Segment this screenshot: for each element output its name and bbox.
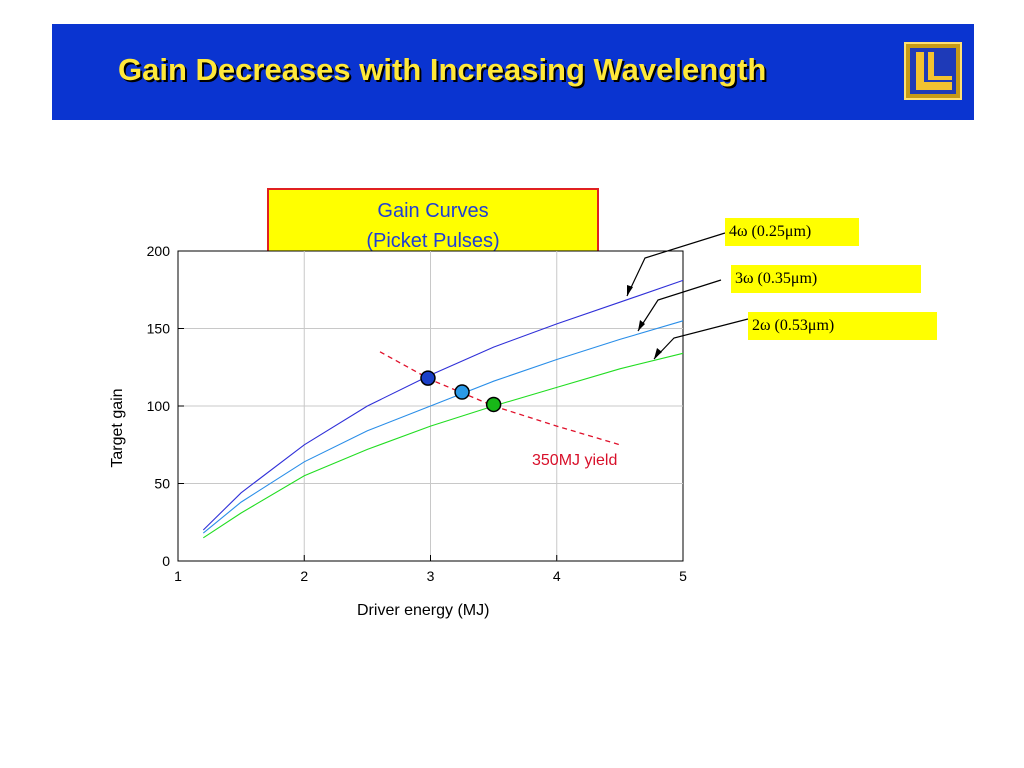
y-axis-title: Target gain xyxy=(109,388,126,468)
intersection-point xyxy=(454,384,470,400)
arrow-4w xyxy=(626,232,726,297)
x-tick-label: 5 xyxy=(679,568,687,584)
y-tick-label: 200 xyxy=(147,243,171,259)
x-tick-label: 1 xyxy=(174,568,182,584)
x-tick-label: 4 xyxy=(553,568,561,584)
intersection-points xyxy=(420,370,502,413)
gain-curves-box: Gain Curves (Picket Pulses) xyxy=(267,188,599,260)
slide-title: Gain Decreases with Increasing Wavelengt… xyxy=(118,52,767,87)
gain-box-line1: Gain Curves xyxy=(377,200,489,222)
label-4w: 4ω (0.25μm) xyxy=(725,218,859,246)
y-tick-label: 0 xyxy=(162,553,170,569)
label-3w: 3ω (0.35μm) xyxy=(731,265,921,293)
arrow-3w xyxy=(637,279,722,332)
yield-label: 350MJ yield xyxy=(532,452,618,469)
intersection-point xyxy=(420,370,436,386)
series-line-2 xyxy=(202,352,684,539)
x-tick-label: 2 xyxy=(300,568,308,584)
series-line-1 xyxy=(202,320,684,534)
x-tick-label: 3 xyxy=(427,568,435,584)
y-tick-label: 100 xyxy=(147,398,171,414)
gain-box-line2: (Picket Pulses) xyxy=(366,230,500,252)
callout-arrows xyxy=(626,232,749,360)
title-banner: Gain Decreases with Increasing Wavelengt… xyxy=(52,24,974,120)
x-axis-title: Driver energy (MJ) xyxy=(357,602,490,619)
intersection-point xyxy=(485,396,502,413)
arrow-2w xyxy=(653,318,749,360)
label-2w: 2ω (0.53μm) xyxy=(748,312,937,340)
y-tick-label: 50 xyxy=(154,476,170,492)
llnl-logo-icon xyxy=(904,42,962,100)
y-tick-label: 150 xyxy=(147,321,171,337)
